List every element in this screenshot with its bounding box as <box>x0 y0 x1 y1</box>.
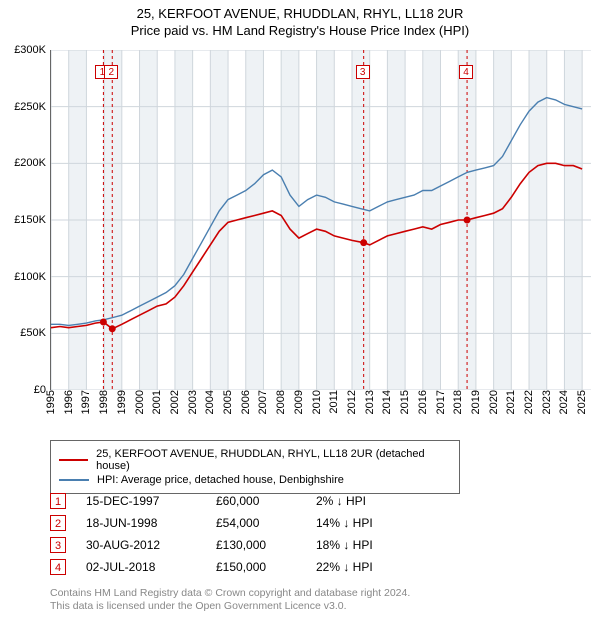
transaction-price: £150,000 <box>216 560 316 574</box>
legend-label: HPI: Average price, detached house, Denb… <box>97 474 344 486</box>
transaction-number-box: 4 <box>50 559 66 575</box>
x-tick-label: 2000 <box>134 390 144 414</box>
x-tick-label: 1995 <box>45 390 55 414</box>
transaction-date: 02-JUL-2018 <box>86 560 216 574</box>
legend: 25, KERFOOT AVENUE, RHUDDLAN, RHYL, LL18… <box>50 440 460 494</box>
transaction-price: £54,000 <box>216 516 316 530</box>
legend-item: HPI: Average price, detached house, Denb… <box>59 473 451 487</box>
transaction-date: 15-DEC-1997 <box>86 494 216 508</box>
x-tick-label: 2023 <box>541 390 551 414</box>
x-tick-label: 2003 <box>187 390 197 414</box>
y-tick-label: £0 <box>2 384 46 396</box>
legend-label: 25, KERFOOT AVENUE, RHUDDLAN, RHYL, LL18… <box>96 448 451 472</box>
x-tick-label: 2007 <box>257 390 267 414</box>
legend-item: 25, KERFOOT AVENUE, RHUDDLAN, RHYL, LL18… <box>59 447 451 473</box>
transaction-number-box: 3 <box>50 537 66 553</box>
y-tick-label: £200K <box>2 157 46 169</box>
transaction-row: 4 02-JUL-2018£150,00022% ↓ HPI <box>50 556 510 578</box>
transactions-table: 115-DEC-1997£60,0002% ↓ HPI218-JUN-1998£… <box>50 490 510 578</box>
transaction-marker-box: 4 <box>459 65 473 79</box>
chart-title: 25, KERFOOT AVENUE, RHUDDLAN, RHYL, LL18… <box>0 0 600 21</box>
x-tick-label: 2011 <box>328 390 338 414</box>
x-tick-label: 2012 <box>346 390 356 414</box>
transaction-hpi-diff: 14% ↓ HPI <box>316 516 436 530</box>
x-tick-label: 2020 <box>488 390 498 414</box>
x-tick-label: 2025 <box>576 390 586 414</box>
x-tick-label: 2004 <box>204 390 214 414</box>
x-tick-label: 2005 <box>222 390 232 414</box>
x-tick-label: 2016 <box>417 390 427 414</box>
x-tick-label: 2024 <box>558 390 568 414</box>
x-tick-label: 2002 <box>169 390 179 414</box>
chart-subtitle: Price paid vs. HM Land Registry's House … <box>0 21 600 38</box>
legend-swatch <box>59 479 89 481</box>
transaction-hpi-diff: 18% ↓ HPI <box>316 538 436 552</box>
y-tick-label: £150K <box>2 214 46 226</box>
transaction-hpi-diff: 2% ↓ HPI <box>316 494 436 508</box>
transaction-date: 30-AUG-2012 <box>86 538 216 552</box>
x-tick-label: 2015 <box>399 390 409 414</box>
x-tick-label: 2018 <box>452 390 462 414</box>
x-tick-label: 2009 <box>293 390 303 414</box>
chart-container: 25, KERFOOT AVENUE, RHUDDLAN, RHYL, LL18… <box>0 0 600 620</box>
plot-svg <box>51 50 591 390</box>
x-tick-label: 2001 <box>151 390 161 414</box>
chart-plot-area: £0£50K£100K£150K£200K£250K£300K 19951996… <box>50 50 590 390</box>
x-tick-label: 1997 <box>80 390 90 414</box>
y-tick-label: £250K <box>2 101 46 113</box>
footer-attribution: Contains HM Land Registry data © Crown c… <box>50 587 410 614</box>
transaction-price: £60,000 <box>216 494 316 508</box>
y-tick-label: £50K <box>2 327 46 339</box>
transaction-hpi-diff: 22% ↓ HPI <box>316 560 436 574</box>
footer-line: Contains HM Land Registry data © Crown c… <box>50 587 410 601</box>
transaction-marker-box: 2 <box>104 65 118 79</box>
x-tick-label: 1999 <box>116 390 126 414</box>
x-tick-label: 2010 <box>311 390 321 414</box>
x-tick-label: 2014 <box>381 390 391 414</box>
transaction-number-box: 1 <box>50 493 66 509</box>
x-tick-label: 2006 <box>240 390 250 414</box>
x-tick-label: 2019 <box>470 390 480 414</box>
transaction-number-box: 2 <box>50 515 66 531</box>
y-tick-label: £300K <box>2 44 46 56</box>
x-tick-label: 2017 <box>435 390 445 414</box>
transaction-price: £130,000 <box>216 538 316 552</box>
transaction-row: 3 30-AUG-2012£130,00018% ↓ HPI <box>50 534 510 556</box>
x-tick-label: 1996 <box>63 390 73 414</box>
transaction-marker-box: 3 <box>356 65 370 79</box>
transaction-row: 2 18-JUN-1998£54,00014% ↓ HPI <box>50 512 510 534</box>
transaction-date: 18-JUN-1998 <box>86 516 216 530</box>
plot-region <box>50 50 590 390</box>
transaction-row: 1 15-DEC-1997£60,0002% ↓ HPI <box>50 490 510 512</box>
footer-line: This data is licensed under the Open Gov… <box>50 600 410 614</box>
x-tick-label: 2013 <box>364 390 374 414</box>
y-tick-label: £100K <box>2 271 46 283</box>
x-tick-label: 1998 <box>98 390 108 414</box>
x-tick-label: 2022 <box>523 390 533 414</box>
x-tick-label: 2008 <box>275 390 285 414</box>
legend-swatch <box>59 459 88 461</box>
x-tick-label: 2021 <box>505 390 515 414</box>
